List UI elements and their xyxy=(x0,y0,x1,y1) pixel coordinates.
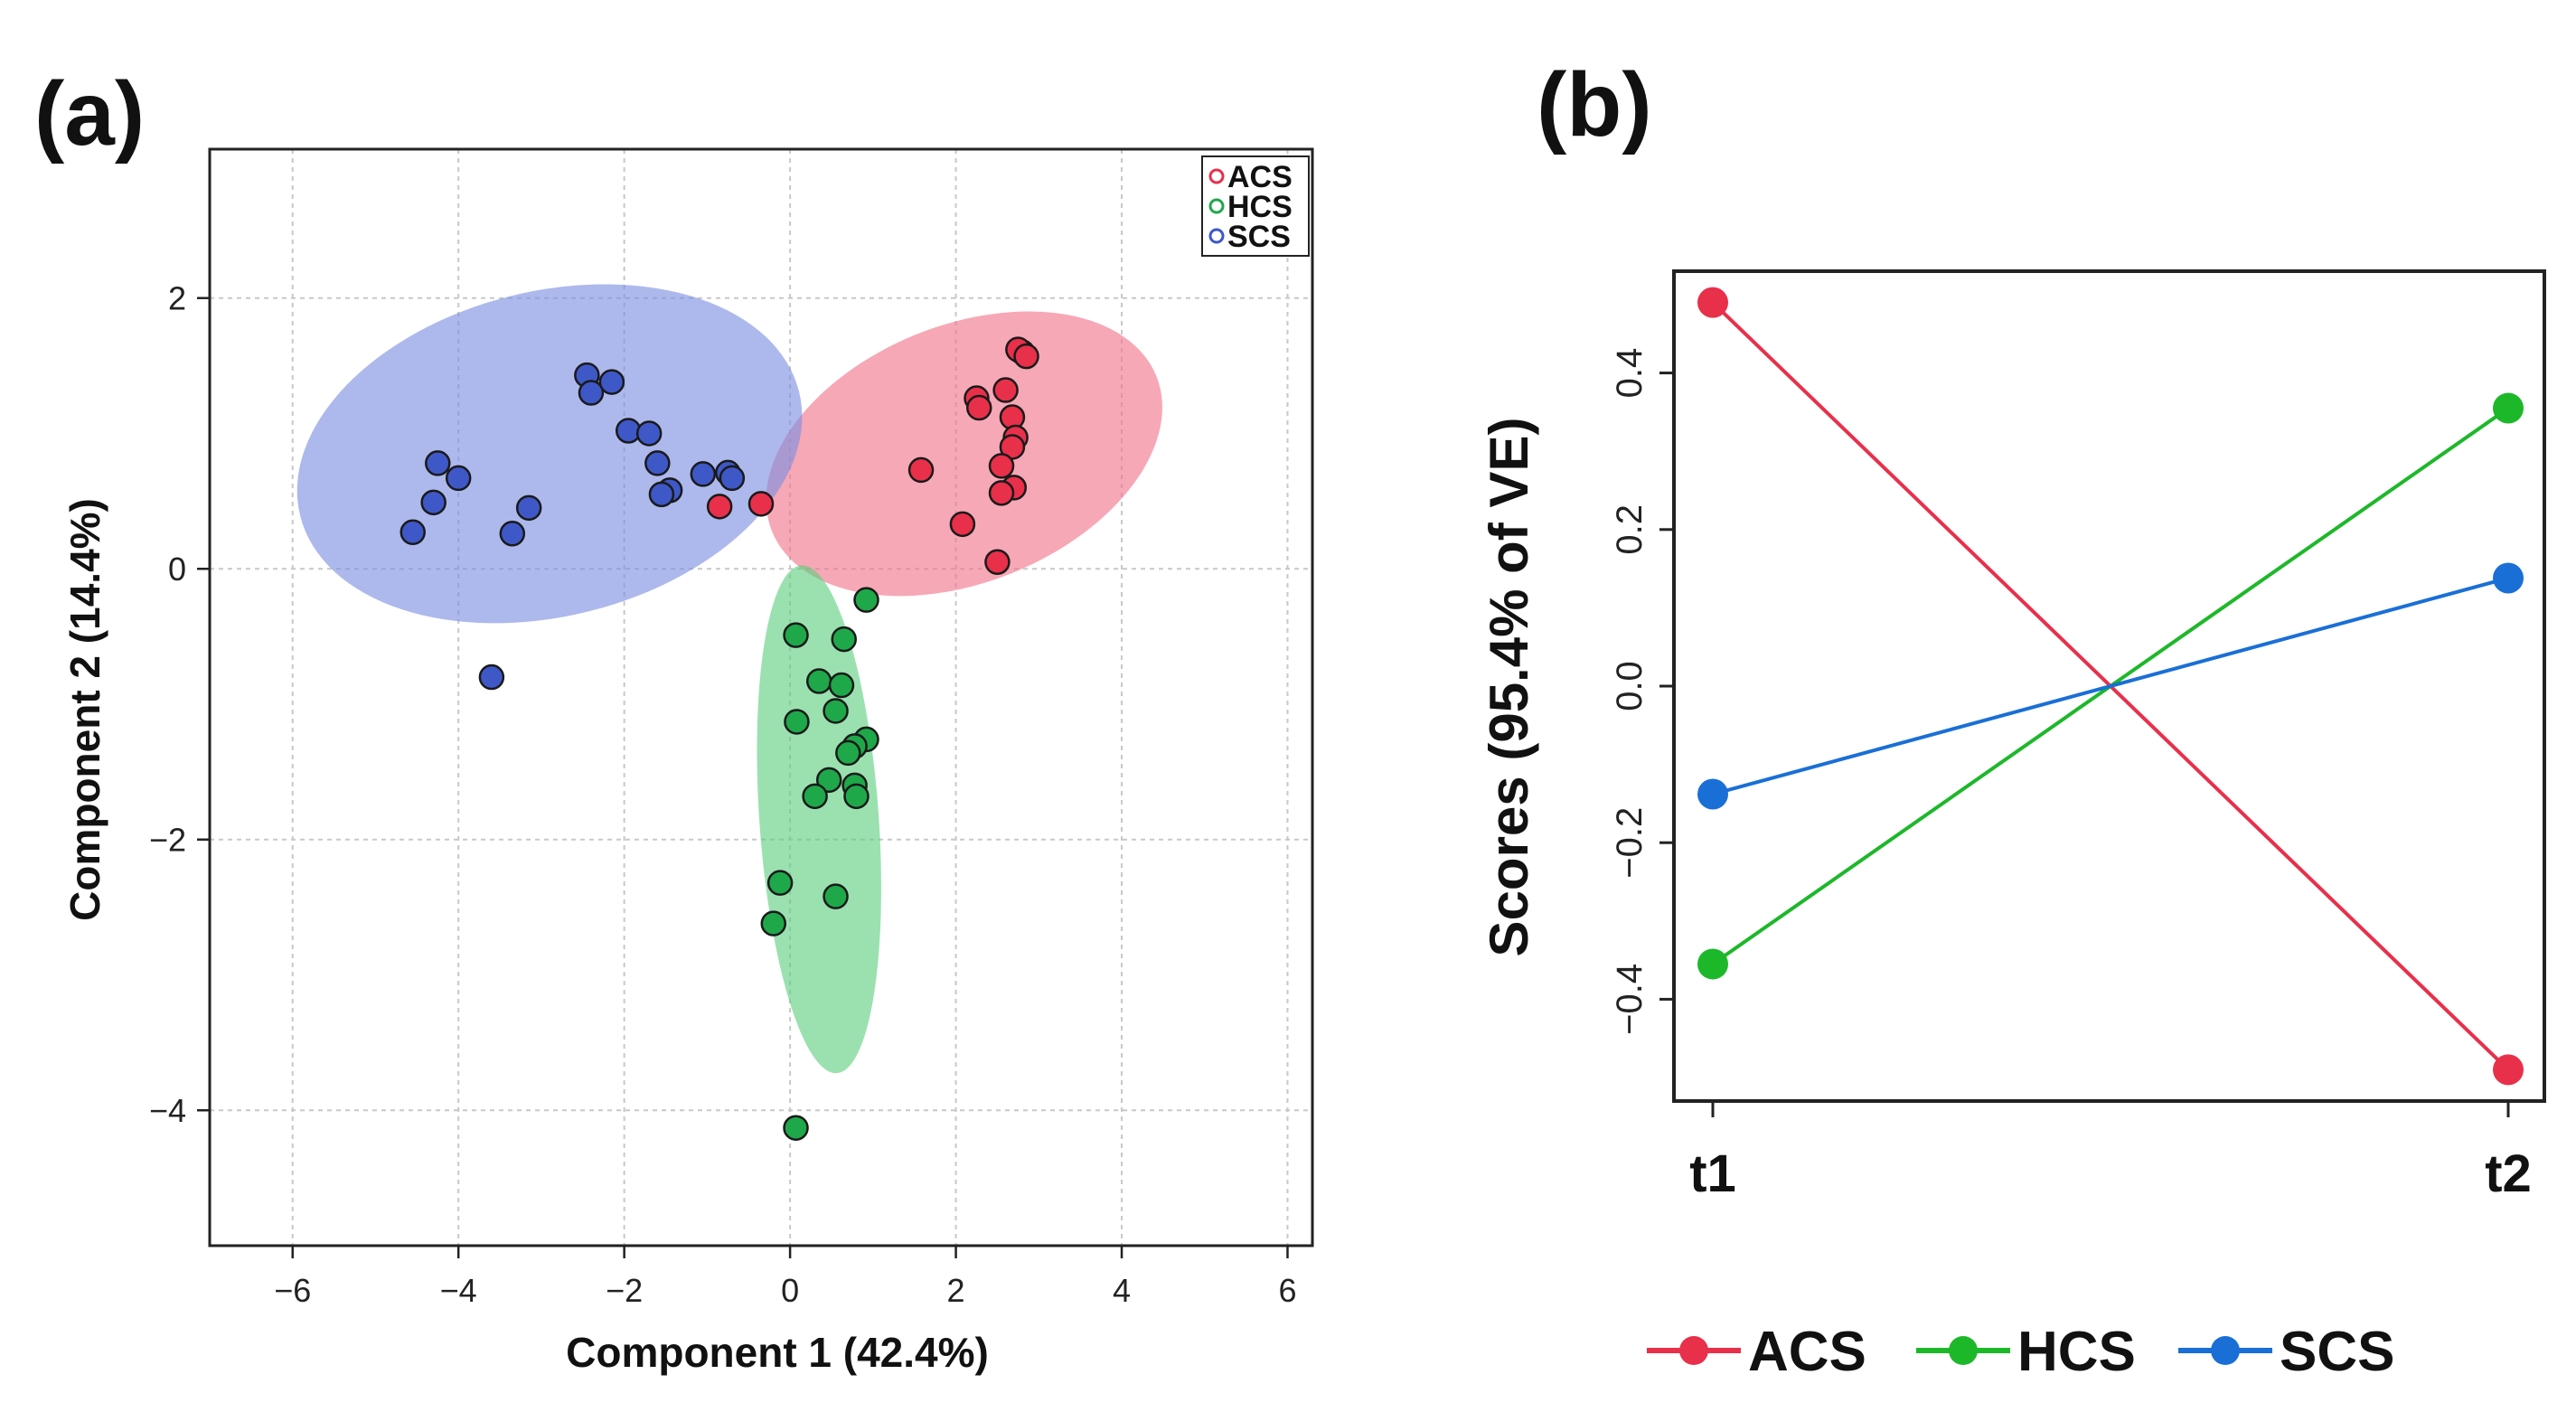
point-scs xyxy=(690,461,717,487)
y-tick-label: 0.2 xyxy=(1610,504,1650,555)
point-scs-t2 xyxy=(2493,562,2524,594)
point-hcs-t2 xyxy=(2493,392,2524,424)
x-tick-label: 2 xyxy=(947,1272,965,1309)
panel-a-scatter: (a) −6 −4 −2 0 2 4 6 −4 −2 0 2 Component 1 (42.4%)… xyxy=(34,63,1314,1376)
x-category-label: t2 xyxy=(2485,1144,2532,1203)
confidence-ellipse-hcs xyxy=(757,565,881,1074)
point-hcs-t1 xyxy=(1697,948,1728,980)
point-scs xyxy=(644,450,671,476)
x-tick-label: 4 xyxy=(1113,1272,1131,1309)
confidence-ellipse-acs xyxy=(766,311,1162,597)
y-tick-label: −0.4 xyxy=(1610,964,1650,1035)
panel-b-legend: ACS HCS SCS xyxy=(1647,1321,2394,1383)
panel-a-ellipses xyxy=(296,284,1162,1074)
point-acs xyxy=(988,453,1015,479)
point-scs xyxy=(635,420,663,447)
point-scs xyxy=(515,494,542,522)
x-tick-label: −4 xyxy=(440,1272,477,1309)
y-tick-label: 2 xyxy=(168,280,186,317)
point-scs xyxy=(598,369,625,395)
legend-marker-acs xyxy=(1208,168,1225,184)
point-hcs xyxy=(783,1115,809,1141)
legend-marker-hcs xyxy=(1949,1336,1978,1365)
point-hcs xyxy=(802,783,828,810)
point-acs xyxy=(747,491,775,517)
panel-a-x-axis-label: Component 1 (42.4%) xyxy=(566,1329,989,1376)
point-hcs xyxy=(783,622,809,648)
x-tick-label: −6 xyxy=(274,1272,311,1309)
legend-label-scs: SCS xyxy=(2280,1321,2394,1383)
point-scs xyxy=(420,489,447,516)
x-tick-label: −2 xyxy=(606,1272,643,1309)
point-hcs xyxy=(828,672,855,699)
legend-marker-scs xyxy=(1208,228,1225,244)
point-acs xyxy=(992,377,1019,403)
y-tick-label: −0.2 xyxy=(1610,807,1650,879)
point-acs xyxy=(949,511,976,538)
y-tick-label: −2 xyxy=(149,822,186,859)
point-hcs xyxy=(823,883,849,909)
point-hcs xyxy=(766,870,794,896)
x-category-label: t1 xyxy=(1689,1144,1736,1203)
point-acs xyxy=(1013,343,1039,370)
point-acs xyxy=(988,480,1015,506)
point-hcs xyxy=(823,698,849,724)
y-tick-label: 0 xyxy=(168,551,186,588)
point-scs xyxy=(425,450,451,476)
legend-marker-acs xyxy=(1679,1336,1708,1365)
point-acs xyxy=(706,494,733,520)
point-scs xyxy=(648,481,675,508)
point-hcs xyxy=(853,587,879,613)
point-hcs xyxy=(760,910,787,937)
x-tick-label: 6 xyxy=(1278,1272,1296,1309)
panel-a-points xyxy=(400,336,1039,1141)
point-acs xyxy=(984,549,1011,575)
point-hcs xyxy=(831,626,857,653)
point-acs-t2 xyxy=(2493,1054,2524,1086)
point-scs xyxy=(499,521,526,547)
panel-b-line: (b) −0.4 −0.2 0.0 0.2 0.4 t1 t2 Scores (95.4% … xyxy=(1479,54,2546,1383)
point-scs xyxy=(478,664,505,691)
legend-label-hcs: HCS xyxy=(2017,1321,2136,1383)
point-acs xyxy=(907,457,935,484)
legend-label-scs: SCS xyxy=(1227,220,1291,254)
series-line-scs xyxy=(1712,576,2509,796)
y-tick-label: −4 xyxy=(149,1092,186,1129)
point-scs-t1 xyxy=(1697,778,1728,810)
point-acs xyxy=(965,394,992,421)
point-acs-t1 xyxy=(1697,287,1728,318)
legend-box xyxy=(1201,155,1310,257)
legend-marker-hcs xyxy=(1208,198,1225,214)
point-hcs xyxy=(805,668,832,694)
legend-marker-scs xyxy=(2211,1336,2240,1365)
panel-b-ticks: −0.4 −0.2 0.0 0.2 0.4 t1 t2 xyxy=(1610,348,2532,1203)
point-hcs xyxy=(784,709,810,735)
panel-a-plot-frame xyxy=(208,147,1314,1247)
point-scs xyxy=(445,465,472,492)
panel-b-label: (b) xyxy=(1537,54,1652,155)
panel-a-label: (a) xyxy=(34,63,145,165)
legend-label-acs: ACS xyxy=(1227,160,1293,194)
x-tick-label: 0 xyxy=(781,1272,799,1309)
legend-label-acs: ACS xyxy=(1748,1321,1866,1383)
panel-a-ticks: −6 −4 −2 0 2 4 6 −4 −2 0 2 xyxy=(149,280,1297,1309)
confidence-ellipse-scs xyxy=(296,284,803,624)
panel-b-y-axis-label: Scores (95.4% of VE) xyxy=(1479,418,1539,957)
point-scs xyxy=(719,465,746,492)
point-hcs xyxy=(835,739,861,767)
point-hcs xyxy=(843,783,870,810)
legend-label-hcs: HCS xyxy=(1227,190,1293,224)
point-scs xyxy=(400,519,426,546)
point-hcs xyxy=(815,767,842,794)
y-tick-label: 0.0 xyxy=(1610,661,1650,711)
y-tick-label: 0.4 xyxy=(1610,348,1650,399)
panel-b-lines xyxy=(1697,287,2524,1086)
point-acs xyxy=(999,434,1026,460)
panel-a-y-axis-label: Component 2 (14.4%) xyxy=(61,498,108,921)
point-scs xyxy=(578,380,605,406)
